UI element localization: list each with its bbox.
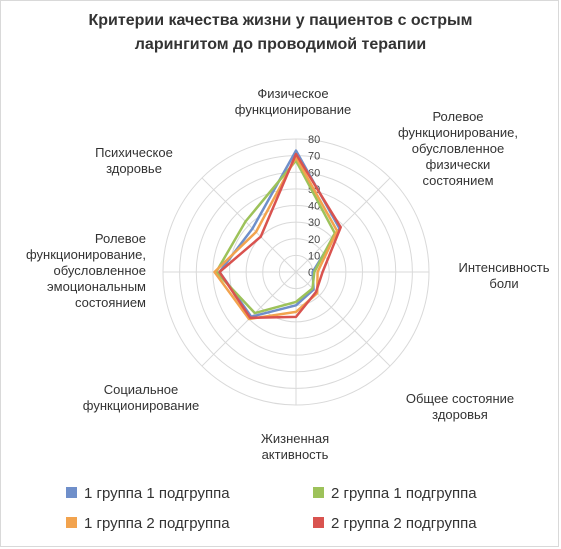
axis-label: Социальное bbox=[104, 382, 179, 397]
axis-label: функционирование, bbox=[26, 247, 146, 262]
axis-label: здоровье bbox=[106, 161, 162, 176]
axis-label: Общее состояние bbox=[406, 391, 514, 406]
axis-label: активность bbox=[262, 447, 329, 462]
axis-label: состоянием bbox=[422, 173, 493, 188]
axis-label: эмоциональным bbox=[47, 279, 146, 294]
series-line bbox=[214, 159, 337, 315]
axis-label: Интенсивность bbox=[458, 260, 549, 275]
grid-spoke bbox=[295, 177, 391, 273]
tick-label: 70 bbox=[308, 151, 320, 163]
axis-label: физически bbox=[426, 157, 491, 172]
axis-label: Жизненная bbox=[261, 431, 329, 446]
series-line bbox=[218, 152, 342, 320]
axis-label: функционирование bbox=[83, 398, 199, 413]
tick-label: 20 bbox=[308, 234, 320, 246]
legend-swatch bbox=[313, 517, 324, 528]
chart-title-line-1: Критерии качества жизни у пациентов с ос… bbox=[88, 12, 473, 29]
chart-title-line-2: ларингитом до проводимой терапии bbox=[134, 36, 427, 53]
tick-label: 10 bbox=[308, 250, 320, 262]
legend-swatch bbox=[313, 487, 324, 498]
tick-label: 0 bbox=[308, 267, 314, 279]
tick-label: 80 bbox=[308, 134, 320, 146]
axis-label: обусловленное bbox=[412, 141, 504, 156]
axis-label: обусловленное bbox=[54, 263, 146, 278]
tick-label: 30 bbox=[308, 217, 320, 229]
axis-label: здоровья bbox=[432, 407, 488, 422]
legend-label: 2 группа 2 подгруппа bbox=[331, 515, 477, 532]
axis-label: функционирование bbox=[235, 102, 351, 117]
legend-swatch bbox=[66, 487, 77, 498]
series-line bbox=[213, 156, 339, 321]
radar-grid bbox=[162, 138, 430, 406]
legend: 1 группа 1 подгруппа 2 группа 1 подгруппа… bbox=[66, 485, 477, 532]
axis-label: состоянием bbox=[75, 295, 146, 310]
axis-label: функционирование, bbox=[398, 125, 518, 140]
axis-label: боли bbox=[489, 276, 518, 291]
axis-label: Ролевое bbox=[432, 109, 483, 124]
legend-label: 2 группа 1 подгруппа bbox=[331, 485, 477, 502]
series-layer bbox=[213, 149, 342, 321]
axis-label: Физическое bbox=[257, 86, 328, 101]
axis-label: Ролевое bbox=[95, 231, 146, 246]
legend-label: 1 группа 1 подгруппа bbox=[84, 485, 230, 502]
legend-label: 1 группа 2 подгруппа bbox=[84, 515, 230, 532]
legend-swatch bbox=[66, 517, 77, 528]
grid-spoke bbox=[295, 271, 391, 367]
tick-label: 40 bbox=[308, 201, 320, 213]
grid-spoke bbox=[201, 177, 297, 273]
axis-label: Психическое bbox=[95, 145, 173, 160]
